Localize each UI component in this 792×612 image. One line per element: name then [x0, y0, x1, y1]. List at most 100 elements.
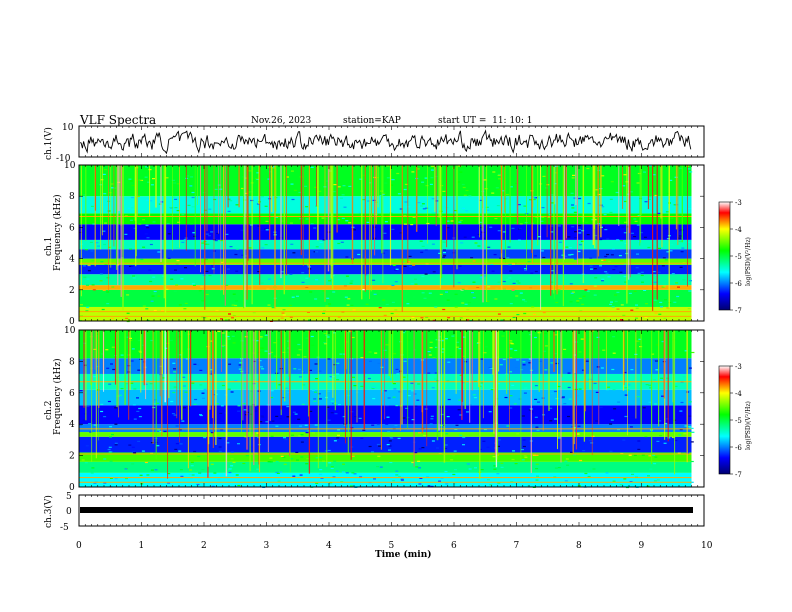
spectrum-speckle [660, 306, 663, 308]
spectrum-speckle [186, 175, 190, 177]
spectrum-speckle [511, 387, 515, 389]
spectrum-band [79, 213, 692, 225]
spectrum-speckle [279, 471, 283, 473]
spectrum-speckle [474, 242, 478, 244]
spectrum-speckle [544, 345, 548, 347]
spectrum-speckle [473, 397, 477, 399]
spectrum-band [79, 249, 692, 259]
spectrum-speckle [309, 291, 313, 293]
spectrum-speckle [395, 268, 399, 270]
spectrum-speckle [290, 183, 294, 185]
spectrum-speckle [578, 232, 582, 234]
spectrum-speckle [178, 429, 182, 431]
spectrum-speckle [282, 309, 286, 311]
spectrum-speckle [358, 417, 362, 419]
spectrum-speckle [227, 388, 231, 390]
spectrum-speckle [296, 354, 300, 356]
spectrum-speckle [248, 170, 252, 172]
spectrum-speckle [502, 288, 506, 290]
spectrum-speckle [516, 280, 519, 282]
spectrum-speckle [390, 184, 394, 186]
spectrum-speckle [326, 406, 330, 408]
spectrum-band [79, 224, 692, 240]
spectrum-speckle [259, 347, 263, 349]
spectrum-speckle [326, 297, 330, 299]
spectrum-speckle [139, 474, 143, 476]
spectrum-speckle [468, 302, 472, 304]
spectrum-speckle [398, 391, 402, 393]
spectrum-speckle [290, 458, 293, 460]
spectrum-speckle [571, 207, 575, 209]
spectrum-speckle [96, 366, 100, 368]
spectrum-speckle [542, 312, 546, 314]
spectrum-speckle [202, 191, 206, 194]
spectrum-speckle [191, 206, 195, 208]
spectrum-speckle [680, 251, 684, 253]
spectrum-speckle [175, 381, 179, 383]
spectrum-speckle [497, 313, 501, 315]
spectrum-speckle [459, 434, 463, 436]
spectrum-speckle [255, 340, 259, 342]
spectrum-speckle [208, 208, 212, 210]
spectrum-speckle [567, 372, 571, 374]
spectrum-speckle [221, 384, 225, 387]
spectrum-speckle [434, 372, 438, 374]
spectrum-speckle [314, 251, 318, 253]
x-tick-label: 9 [639, 541, 645, 551]
spectrum-speckle [104, 222, 108, 224]
spectrum-speckle [515, 295, 519, 297]
spectrum-speckle [90, 472, 94, 474]
spectrum-speckle [198, 290, 202, 292]
spectrum-speckle [429, 183, 433, 185]
spectrum-speckle [83, 364, 87, 366]
spectrum-speckle [187, 333, 191, 335]
spectrum-speckle [688, 208, 692, 210]
spectrum-speckle [340, 197, 343, 199]
spectrum-speckle [427, 351, 431, 353]
spectrum-speckle [643, 289, 647, 291]
spectrum-speckle [83, 276, 87, 278]
spectrum-speckle [286, 406, 290, 408]
spectrum-speckle [507, 246, 511, 248]
spectrum-speckle [174, 448, 178, 450]
spectrum-speckle [422, 208, 426, 210]
spectrum-speckle [554, 334, 558, 336]
spectrum-speckle [565, 458, 569, 460]
spectrum-speckle [652, 271, 656, 273]
spectrum-speckle [532, 196, 536, 198]
spectrum-speckle [328, 280, 332, 282]
spectrum-speckle [82, 419, 86, 421]
spectrum-speckle [509, 357, 513, 359]
spectrum-speckle [89, 241, 93, 243]
spectrum-speckle [497, 403, 501, 405]
spectrum-speckle [645, 303, 648, 305]
y-tick-label: 8 [69, 192, 75, 202]
spectrum-speckle [89, 431, 93, 433]
spectrum-speckle [103, 482, 107, 484]
spectrum-speckle [659, 301, 663, 303]
spectrum-speckle [267, 304, 271, 306]
spectrum-speckle [232, 342, 236, 344]
spectrum-speckle [480, 469, 484, 471]
spectrum-speckle [488, 367, 492, 369]
spectrum-speckle [616, 239, 620, 241]
spectrum-speckle [87, 270, 91, 272]
spectrum-speckle [550, 281, 554, 283]
spectrum-speckle [256, 178, 260, 180]
spectrum-speckle [535, 216, 539, 218]
spectrum-speckle [313, 227, 317, 229]
spectrum-speckle [141, 450, 145, 452]
spectrum-speckle [360, 437, 364, 439]
x-tick-label: 1 [139, 541, 145, 551]
spectrum-speckle [79, 450, 83, 452]
spectrum-speckle [654, 312, 658, 314]
spectrum-speckle [133, 388, 137, 390]
spectrum-speckle [514, 349, 518, 352]
spectrum-speckle [508, 264, 512, 266]
spectrum-speckle [553, 390, 557, 393]
spectrum-speckle [506, 216, 510, 218]
spectrum-speckle [640, 271, 644, 273]
spectrum-speckle [301, 281, 305, 283]
spectrum-speckle [591, 330, 595, 332]
